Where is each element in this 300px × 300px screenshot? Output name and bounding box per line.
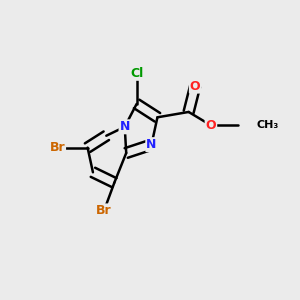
Text: Br: Br	[50, 141, 65, 154]
Text: O: O	[206, 119, 216, 132]
Text: Cl: Cl	[130, 67, 143, 80]
Text: N: N	[119, 120, 130, 133]
Text: N: N	[146, 138, 157, 151]
Text: Br: Br	[96, 204, 112, 218]
Text: CH₃: CH₃	[257, 120, 279, 130]
Text: O: O	[190, 80, 200, 93]
